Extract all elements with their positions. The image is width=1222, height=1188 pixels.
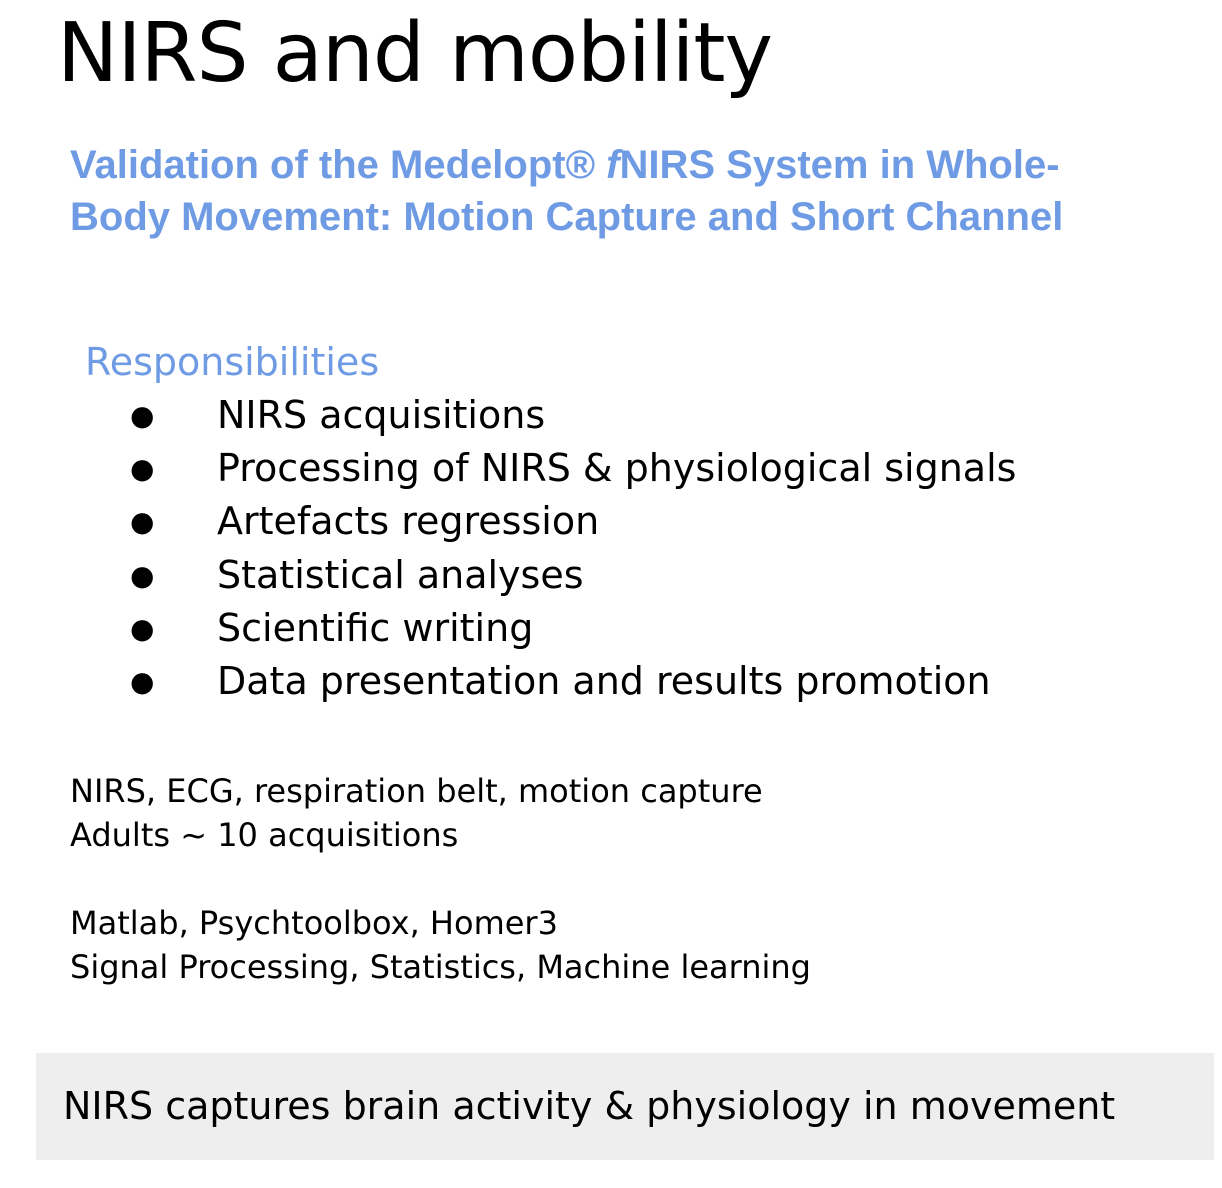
bullet-icon: ● xyxy=(130,611,155,645)
list-item-text: NIRS acquisitions xyxy=(217,393,546,437)
bullet-icon: ● xyxy=(130,664,155,698)
equipment-block: NIRS, ECG, respiration belt, motion capt… xyxy=(70,769,763,857)
subtitle-text-part-1: Validation of the Medelopt® xyxy=(70,143,607,187)
bullet-icon: ● xyxy=(130,558,155,592)
list-item-text: Scientific writing xyxy=(217,605,534,650)
list-item-text: Data presentation and results promotion xyxy=(217,658,991,703)
list-item-text: Statistical analyses xyxy=(217,552,584,597)
tools-block: Matlab, Psychtoolbox, Homer3 Signal Proc… xyxy=(70,901,811,989)
bullet-icon: ● xyxy=(130,452,155,486)
slide-title: NIRS and mobility xyxy=(57,6,773,101)
footer-text: NIRS captures brain activity & physiolog… xyxy=(63,1084,1116,1128)
subtitle-line-1: Validation of the Medelopt® fNIRS System… xyxy=(70,139,1200,191)
participants-line: Adults ~ 10 acquisitions xyxy=(70,816,459,854)
bullet-icon: ● xyxy=(130,505,155,539)
software-line: Matlab, Psychtoolbox, Homer3 xyxy=(70,904,558,942)
subtitle-text-part-2: NIRS System in Whole- xyxy=(619,143,1060,187)
footer-banner: NIRS captures brain activity & physiolog… xyxy=(36,1053,1214,1160)
subtitle-italic-f: f xyxy=(606,143,620,187)
subtitle-line-2: Body Movement: Motion Capture and Short … xyxy=(70,195,1064,239)
list-item-text: Artefacts regression xyxy=(217,499,600,544)
skills-line: Signal Processing, Statistics, Machine l… xyxy=(70,948,811,986)
list-item-text: Processing of NIRS & physiological signa… xyxy=(217,446,1017,491)
responsibilities-heading: Responsibilities xyxy=(85,340,380,384)
project-subtitle: Validation of the Medelopt® fNIRS System… xyxy=(70,139,1200,243)
equipment-line: NIRS, ECG, respiration belt, motion capt… xyxy=(70,772,763,810)
bullet-icon: ● xyxy=(130,399,155,432)
